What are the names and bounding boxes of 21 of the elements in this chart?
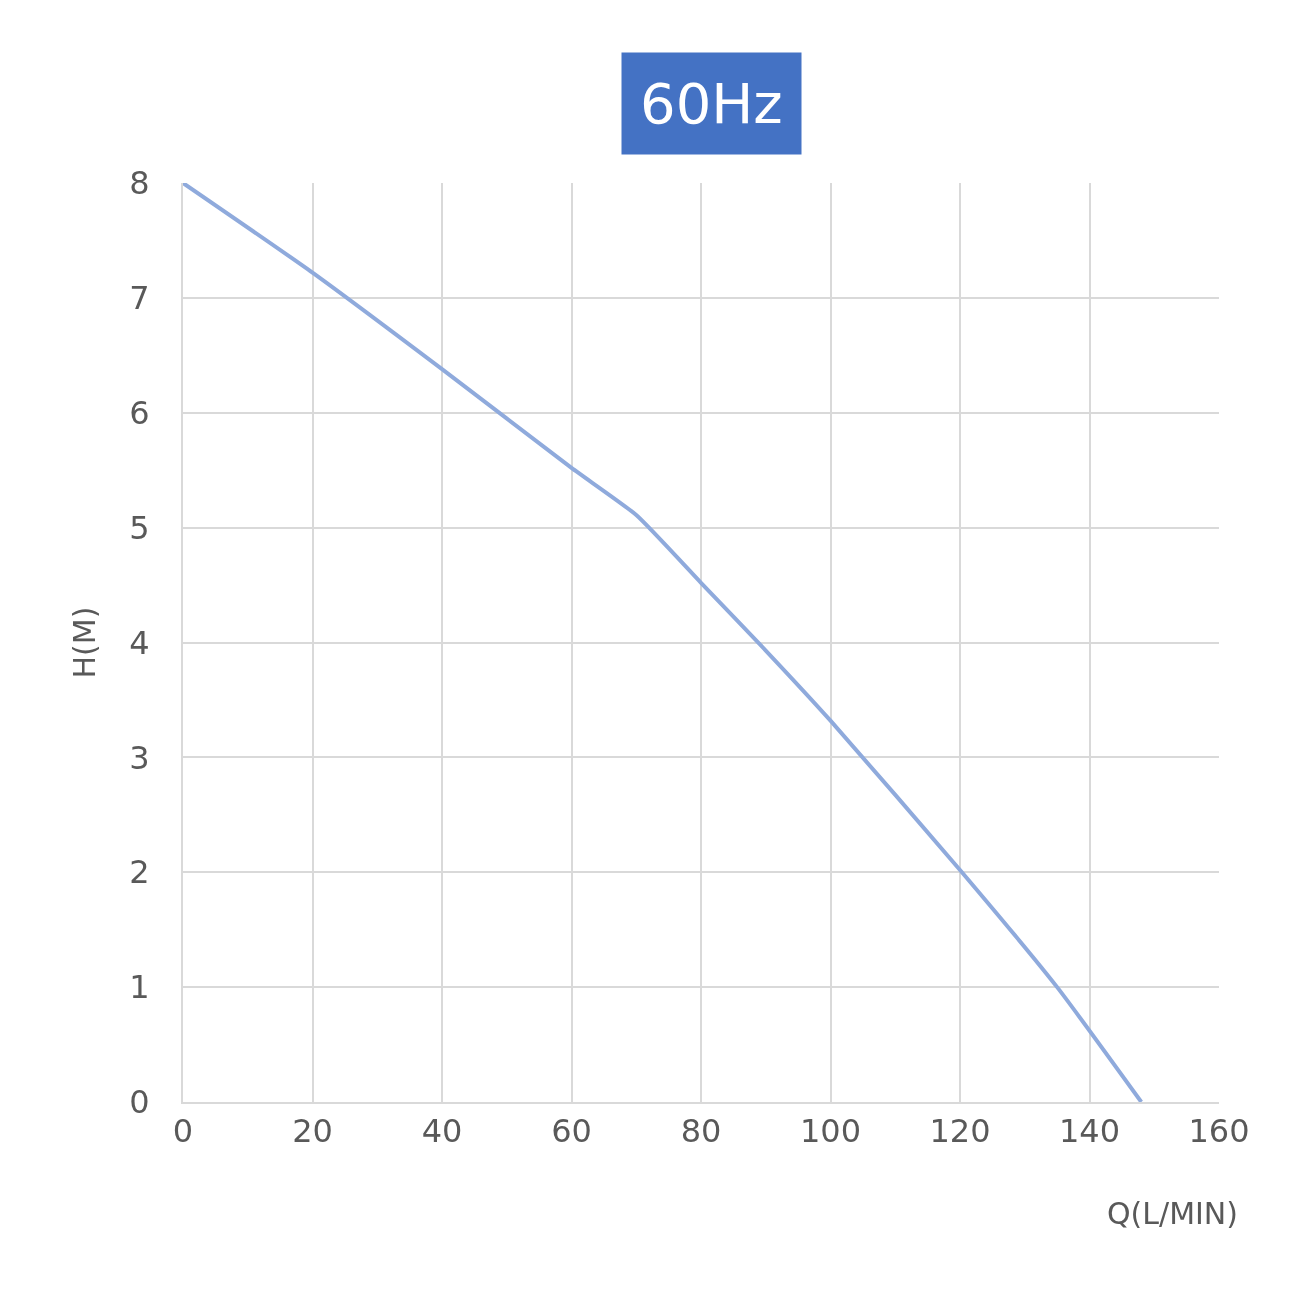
- x-tick-label: 0: [172, 1112, 194, 1151]
- x-tick-label: 60: [551, 1112, 592, 1151]
- x-tick-label: 40: [421, 1112, 463, 1151]
- x-tick-label: 100: [799, 1112, 862, 1151]
- y-tick-label: 6: [129, 393, 150, 432]
- y-tick-label: 5: [129, 508, 150, 547]
- y-tick-label: 7: [129, 279, 150, 318]
- x-tick-label: 160: [1188, 1112, 1250, 1151]
- y-tick-label: 4: [129, 623, 150, 662]
- x-tick-label: 120: [929, 1112, 991, 1151]
- x-axis-title: Q(L/MIN): [1107, 1196, 1239, 1231]
- x-tick-label: 20: [292, 1112, 333, 1151]
- y-tick-label: 0: [129, 1083, 150, 1122]
- y-tick-label: 3: [129, 738, 150, 777]
- chart-title: 60Hz: [640, 71, 783, 136]
- x-tick-label: 80: [680, 1112, 722, 1151]
- x-tick-label: 140: [1058, 1112, 1121, 1151]
- y-tick-label: 1: [129, 968, 150, 1007]
- y-tick-label: 8: [129, 164, 150, 203]
- y-axis-title: H(M): [66, 606, 102, 679]
- y-tick-label: 2: [129, 853, 150, 892]
